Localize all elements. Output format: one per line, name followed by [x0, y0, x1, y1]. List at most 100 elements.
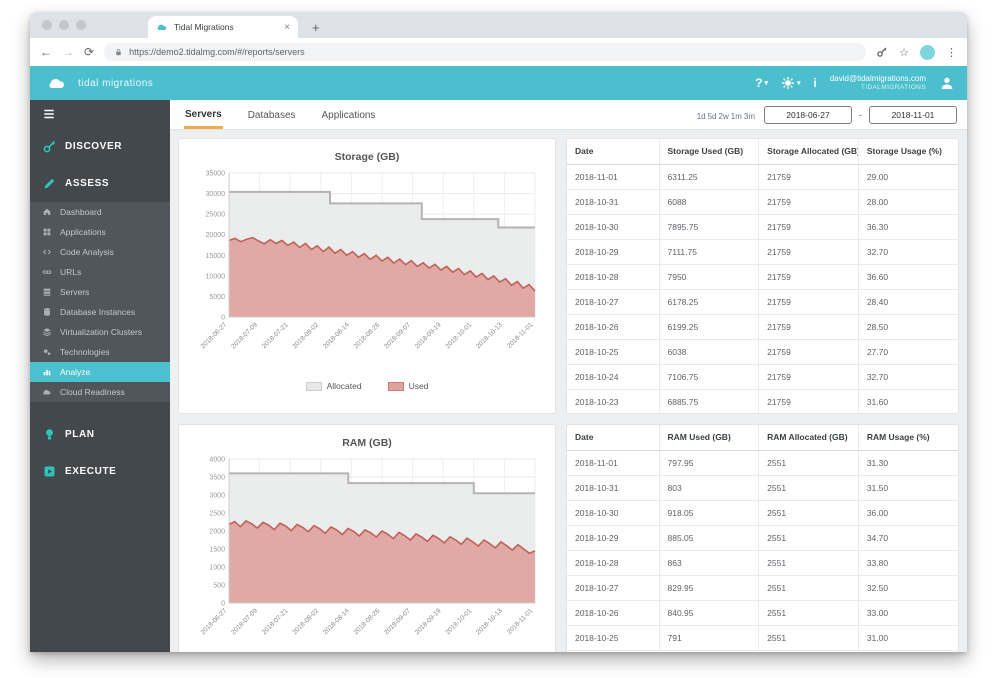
- header-actions: ? ▾ ▾ i david@tidalmigrations.com TIDALM…: [755, 74, 955, 92]
- table-cell: 21759: [758, 264, 859, 290]
- table-cell: 6885.75: [659, 389, 760, 413]
- hamburger-menu-icon: [42, 107, 56, 121]
- user-avatar-icon[interactable]: [939, 75, 955, 91]
- table-cell: 21759: [758, 364, 859, 390]
- table-cell: 6178.25: [659, 289, 760, 315]
- table-cell: 2551: [758, 550, 859, 576]
- svg-text:4000: 4000: [209, 457, 225, 464]
- sidebar-item-discover[interactable]: DISCOVER: [30, 128, 170, 165]
- back-button[interactable]: ←: [40, 45, 52, 59]
- browser-tab-bar: Tidal Migrations × +: [30, 12, 967, 38]
- table-cell: 2018-10-27: [567, 575, 660, 601]
- tab-servers[interactable]: Servers: [184, 101, 223, 129]
- table-row: 2018-10-29 885.05 2551 34.70: [567, 525, 958, 551]
- sidebar-item-label: Virtualization Clusters: [60, 327, 143, 337]
- storage-chart: 350003000025000200001500010000500002018-…: [200, 171, 536, 350]
- svg-text:2018-08-02: 2018-08-02: [291, 607, 320, 636]
- user-info[interactable]: david@tidalmigrations.com TIDALMIGRATION…: [830, 74, 926, 92]
- browser-profile-avatar[interactable]: [920, 44, 935, 60]
- sidebar-item-virtualization-clusters[interactable]: Virtualization Clusters: [30, 322, 170, 342]
- browser-tab[interactable]: Tidal Migrations ×: [148, 16, 298, 38]
- column-header: RAM Used (GB): [659, 425, 760, 451]
- column-header: Storage Used (GB): [659, 139, 760, 165]
- help-menu-button[interactable]: ? ▾: [755, 76, 768, 90]
- range-preset-5d[interactable]: 5d: [707, 111, 717, 121]
- range-preset-1d[interactable]: 1d: [696, 111, 706, 121]
- svg-text:0: 0: [221, 601, 225, 608]
- tab-title: Tidal Migrations: [174, 22, 234, 32]
- svg-text:2500: 2500: [209, 511, 225, 518]
- table-cell: 797.95: [659, 450, 760, 476]
- sidebar-item-assess[interactable]: ASSESS: [30, 165, 170, 202]
- table-cell: 21759: [758, 239, 859, 265]
- bulb-icon: [42, 427, 57, 442]
- date-from-input[interactable]: [764, 105, 852, 124]
- link-icon: [42, 267, 52, 277]
- dashboard-icon: [42, 207, 52, 217]
- sidebar-item-label: Database Instances: [60, 307, 136, 317]
- sidebar-item-urls[interactable]: URLs: [30, 262, 170, 282]
- sidebar-item-execute[interactable]: EXECUTE: [30, 453, 170, 490]
- range-preset-3m[interactable]: 3m: [743, 111, 755, 121]
- svg-text:2018-09-07: 2018-09-07: [383, 321, 412, 350]
- table-cell: 31.60: [858, 389, 958, 413]
- info-button[interactable]: i: [813, 76, 816, 90]
- table-cell: 2018-10-31: [567, 475, 660, 501]
- svg-text:30000: 30000: [206, 191, 226, 198]
- table-cell: 2551: [758, 575, 859, 601]
- table-cell: 7111.75: [659, 239, 760, 265]
- table-cell: 28.50: [858, 314, 958, 340]
- brand-name: tidal migrations: [78, 77, 154, 89]
- tab-databases[interactable]: Databases: [247, 110, 296, 121]
- caret-down-icon: ▾: [796, 80, 801, 87]
- table-row: 2018-10-27 6178.25 21759 28.40: [567, 289, 958, 315]
- sidebar-item-servers[interactable]: Servers: [30, 282, 170, 302]
- svg-text:500: 500: [213, 583, 225, 590]
- tab-applications[interactable]: Applications: [321, 110, 376, 121]
- sidebar-item-plan[interactable]: PLAN: [30, 416, 170, 453]
- password-key-icon[interactable]: [876, 46, 888, 58]
- minimize-window-button[interactable]: [59, 20, 69, 30]
- zoom-window-button[interactable]: [76, 20, 86, 30]
- gears-icon: [42, 347, 52, 357]
- table-cell: 2018-10-29: [567, 239, 660, 265]
- table-cell: 6088: [659, 189, 760, 215]
- table-row: 2018-10-23 6885.75 21759 31.60: [567, 389, 958, 413]
- table-cell: 21759: [758, 389, 859, 413]
- table-cell: 31.30: [858, 450, 958, 476]
- tidal-logo-icon: [42, 73, 72, 93]
- close-window-button[interactable]: [42, 20, 52, 30]
- new-tab-button[interactable]: +: [312, 20, 320, 35]
- sidebar-item-label: PLAN: [65, 429, 95, 440]
- forward-button[interactable]: →: [62, 45, 74, 59]
- sidebar-item-technologies[interactable]: Technologies: [30, 342, 170, 362]
- url-text: https://demo2.tidalmg.com/#/reports/serv…: [129, 47, 305, 57]
- sidebar-item-applications[interactable]: Applications: [30, 222, 170, 242]
- sidebar-item-code-analysis[interactable]: Code Analysis: [30, 242, 170, 262]
- legend-used-label: Used: [408, 381, 429, 391]
- range-preset-1m[interactable]: 1m: [730, 111, 742, 121]
- reload-button[interactable]: ⟳: [84, 45, 95, 59]
- bookmark-star-icon[interactable]: ☆: [899, 46, 909, 59]
- date-to-input[interactable]: [869, 105, 957, 124]
- sidebar-item-cloud-readiness[interactable]: Cloud Readiness: [30, 382, 170, 402]
- range-preset-2w[interactable]: 2w: [718, 111, 729, 121]
- sidebar-item-dashboard[interactable]: Dashboard: [30, 202, 170, 222]
- table-cell: 2551: [758, 600, 859, 626]
- sidebar-item-analyze[interactable]: Analyze: [30, 362, 170, 382]
- sidebar-menu-toggle[interactable]: [30, 100, 170, 128]
- address-bar[interactable]: https://demo2.tidalmg.com/#/reports/serv…: [104, 43, 867, 61]
- table-cell: 33.00: [858, 600, 958, 626]
- close-tab-icon[interactable]: ×: [284, 21, 290, 33]
- allocated-swatch: [305, 381, 322, 391]
- sidebar-item-database-instances[interactable]: Database Instances: [30, 302, 170, 322]
- settings-menu-button[interactable]: ▾: [781, 76, 801, 90]
- brand[interactable]: tidal migrations: [42, 73, 153, 93]
- column-header: Storage Usage (%): [858, 139, 958, 165]
- table-cell: 7106.75: [659, 364, 760, 390]
- ram-chart-card: RAM (GB) 4000 3500 3000 2500 2000 1500 1000 500…: [178, 424, 556, 652]
- svg-text:2000: 2000: [209, 529, 225, 536]
- svg-text:2018-08-26: 2018-08-26: [353, 321, 382, 350]
- browser-menu-icon[interactable]: ⋮: [946, 46, 957, 59]
